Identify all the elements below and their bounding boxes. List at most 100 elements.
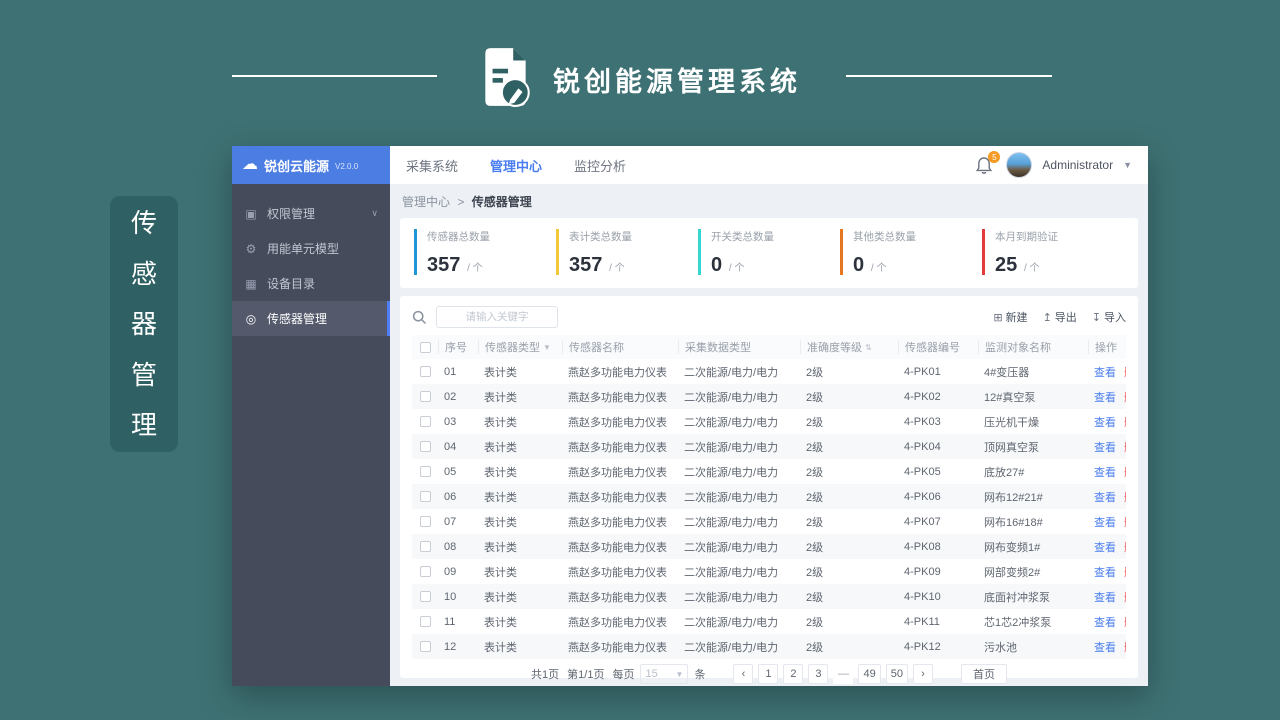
view-link[interactable]: 查看 bbox=[1094, 391, 1116, 404]
cloud-logo-icon: ☁ bbox=[242, 156, 258, 173]
delete-link[interactable]: 删除 bbox=[1124, 639, 1126, 655]
toolbar-actions: ⊞ 新建 ↥ 导出 ↧ 导入 bbox=[993, 309, 1126, 325]
toolbar-action-1[interactable]: ↥ 导出 bbox=[1043, 309, 1077, 325]
toolbar-action-2[interactable]: ↧ 导入 bbox=[1092, 309, 1126, 325]
row-checkbox[interactable] bbox=[419, 391, 431, 402]
search-input[interactable] bbox=[436, 306, 558, 328]
page-button-1[interactable]: 1 bbox=[758, 664, 779, 684]
view-link[interactable]: 查看 bbox=[1094, 616, 1116, 629]
view-link[interactable]: 查看 bbox=[1094, 366, 1116, 379]
row-checkbox[interactable] bbox=[419, 591, 431, 602]
cell-accuracy-level: 2级 bbox=[806, 466, 824, 479]
view-link[interactable]: 查看 bbox=[1094, 466, 1116, 479]
cell-sensor-name: 燕赵多功能电力仪表 bbox=[568, 566, 667, 579]
delete-link[interactable]: 删除 bbox=[1124, 389, 1126, 405]
cell-sensor-code: 4-PK02 bbox=[904, 390, 941, 403]
sidebar-item-0[interactable]: ▣ 权限管理 ∨ bbox=[232, 196, 390, 231]
top-navigation-bar: 采集系统 管理中心 监控分析 5 Administrator ▼ bbox=[390, 146, 1148, 184]
app-window: ☁ 锐创云能源 V2.0.0 ▣ 权限管理 ∨ ⚙ 用能单元模型 ▦ 设备目录 ◎ 传感器管理 … bbox=[232, 146, 1148, 686]
delete-link[interactable]: 删除 bbox=[1124, 564, 1126, 580]
delete-link[interactable]: 删除 bbox=[1124, 414, 1126, 430]
view-link[interactable]: 查看 bbox=[1094, 516, 1116, 529]
cell-index: 02 bbox=[444, 390, 457, 403]
view-link[interactable]: 查看 bbox=[1094, 641, 1116, 654]
cell-sensor-type: 表计类 bbox=[484, 366, 517, 379]
row-checkbox[interactable] bbox=[419, 641, 431, 652]
view-link[interactable]: 查看 bbox=[1094, 566, 1116, 579]
row-checkbox[interactable] bbox=[419, 616, 431, 627]
row-checkbox-cell bbox=[412, 641, 438, 652]
view-link[interactable]: 查看 bbox=[1094, 441, 1116, 454]
sidebar-item-3[interactable]: ◎ 传感器管理 bbox=[232, 301, 390, 336]
cell-index: 07 bbox=[444, 515, 457, 528]
sort-arrows-icon[interactable]: ⇅ bbox=[865, 342, 872, 352]
top-nav-item-0[interactable]: 采集系统 bbox=[406, 158, 459, 174]
top-nav-item-2[interactable]: 监控分析 bbox=[574, 158, 627, 174]
view-link[interactable]: 查看 bbox=[1094, 416, 1116, 429]
page-button-2[interactable]: 2 bbox=[783, 664, 804, 684]
stat-value: 0 / 个 bbox=[711, 254, 745, 276]
row-checkbox[interactable] bbox=[419, 516, 431, 527]
breadcrumb-separator: > bbox=[457, 195, 465, 209]
delete-link[interactable]: 删除 bbox=[1124, 589, 1126, 605]
page-button-3[interactable]: 3 bbox=[808, 664, 829, 684]
page-button-49[interactable]: 49 bbox=[858, 664, 881, 684]
delete-link[interactable]: 删除 bbox=[1124, 439, 1126, 455]
select-caret-icon: ▼ bbox=[675, 669, 684, 679]
cell-sensor-type: 表计类 bbox=[484, 616, 517, 629]
toolbar-action-0[interactable]: ⊞ 新建 bbox=[993, 309, 1027, 325]
page-button-50[interactable]: 50 bbox=[885, 664, 908, 684]
delete-link[interactable]: 删除 bbox=[1124, 514, 1126, 530]
delete-link[interactable]: 删除 bbox=[1124, 364, 1126, 380]
row-checkbox[interactable] bbox=[419, 416, 431, 427]
notification-bell-icon[interactable]: 5 bbox=[976, 151, 1001, 175]
row-checkbox[interactable] bbox=[419, 441, 431, 452]
cell-sensor-code: 4-PK04 bbox=[904, 440, 941, 453]
row-checkbox[interactable] bbox=[419, 541, 431, 552]
column-header-label: 操作 bbox=[1095, 342, 1117, 354]
delete-link[interactable]: 删除 bbox=[1124, 464, 1126, 480]
stat-value: 357 / 个 bbox=[427, 254, 483, 276]
column-header-label: 传感器名称 bbox=[569, 342, 624, 354]
next-page-button[interactable]: › bbox=[912, 664, 933, 684]
user-name[interactable]: Administrator bbox=[1042, 158, 1114, 172]
sensor-table: 序号 传感器类型 ▼ 传感器名称 采集数据类型 准确度等级 ⇅ 传感器编号 监测对象名称 操作 0… bbox=[412, 335, 1126, 684]
view-link[interactable]: 查看 bbox=[1094, 491, 1116, 504]
row-checkbox[interactable] bbox=[419, 366, 431, 377]
cell-sensor-name: 燕赵多功能电力仪表 bbox=[568, 616, 667, 629]
delete-link[interactable]: 删除 bbox=[1124, 614, 1126, 630]
table-row-08: 08 表计类 燕赵多功能电力仪表 二次能源/电力/电力 2级 4-PK08 网布变频1# 查看… bbox=[412, 534, 1126, 559]
sidebar-item-1[interactable]: ⚙ 用能单元模型 bbox=[232, 231, 390, 266]
cell-sensor-name: 燕赵多功能电力仪表 bbox=[568, 491, 667, 504]
sidebar-item-label: 设备目录 bbox=[267, 277, 316, 291]
app-logo-name: 锐创云能源 bbox=[264, 158, 330, 174]
delete-link[interactable]: 删除 bbox=[1124, 489, 1126, 505]
row-checkbox-cell bbox=[412, 591, 438, 602]
user-dropdown-caret-icon[interactable]: ▼ bbox=[1123, 160, 1132, 170]
view-link[interactable]: 查看 bbox=[1094, 591, 1116, 604]
view-link[interactable]: 查看 bbox=[1094, 541, 1116, 554]
sidebar-item-2[interactable]: ▦ 设备目录 bbox=[232, 266, 390, 301]
row-checkbox[interactable] bbox=[419, 491, 431, 502]
first-page-button[interactable]: 首页 bbox=[960, 664, 1007, 684]
column-header-1[interactable]: 传感器类型 ▼ bbox=[478, 340, 562, 354]
search-icon bbox=[412, 310, 427, 324]
column-header-4[interactable]: 准确度等级 ⇅ bbox=[800, 340, 898, 354]
breadcrumb-parent[interactable]: 管理中心 bbox=[402, 195, 451, 209]
row-checkbox[interactable] bbox=[419, 466, 431, 477]
cell-index: 04 bbox=[444, 440, 457, 453]
top-nav-item-1[interactable]: 管理中心 bbox=[490, 158, 543, 174]
row-checkbox[interactable] bbox=[419, 566, 431, 577]
stat-unit: / 个 bbox=[464, 263, 483, 274]
column-header-6: 监测对象名称 bbox=[978, 340, 1088, 354]
delete-link[interactable]: 删除 bbox=[1124, 539, 1126, 555]
per-page-select[interactable]: 15 ▼ bbox=[640, 664, 689, 684]
stats-summary-card: 传感器总数量 357 / 个表计类总数量 357 / 个开关类总数量 0 / 个其他类… bbox=[400, 218, 1138, 288]
page-ellipsis: — bbox=[833, 664, 854, 684]
filter-caret-icon[interactable]: ▼ bbox=[543, 342, 551, 352]
user-avatar[interactable] bbox=[1006, 152, 1033, 178]
cell-data-type: 二次能源/电力/电力 bbox=[684, 591, 779, 604]
prev-page-button[interactable]: ‹ bbox=[733, 664, 754, 684]
select-all-checkbox[interactable] bbox=[419, 341, 431, 353]
stat-unit: / 个 bbox=[1021, 263, 1040, 274]
